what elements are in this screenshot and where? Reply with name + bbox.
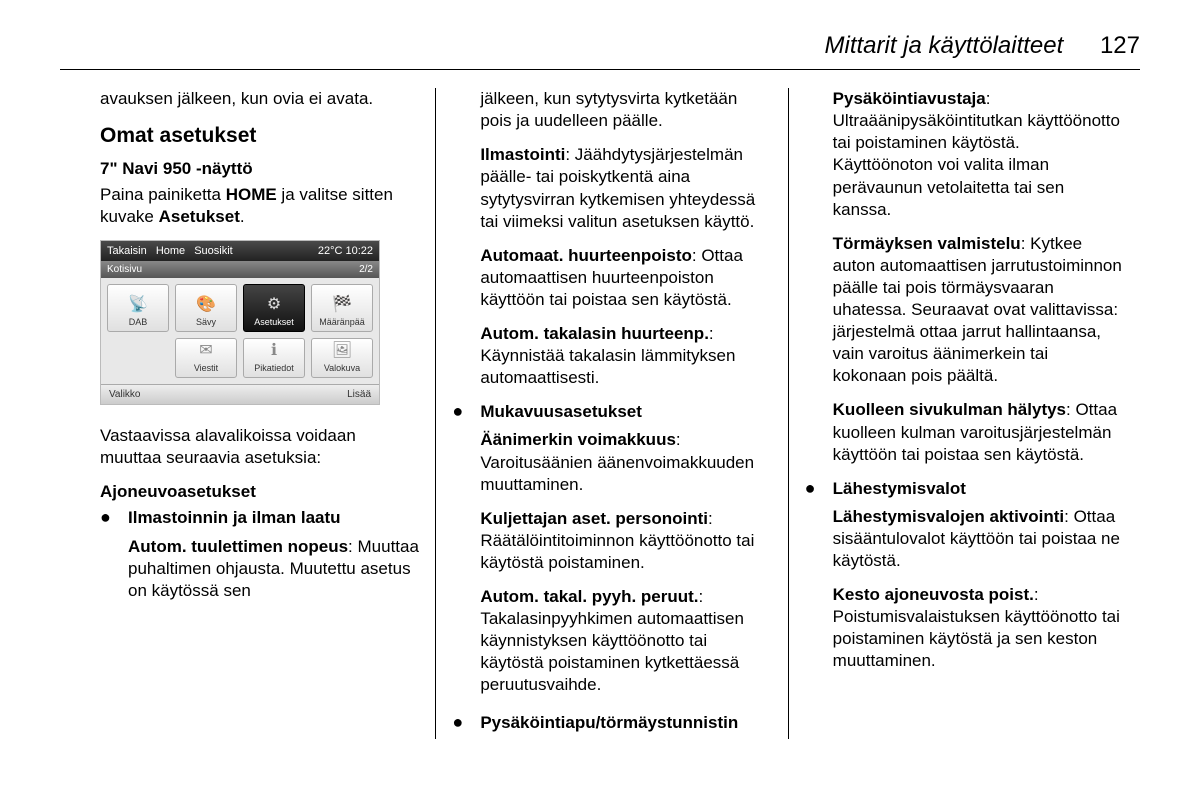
b1-sub-bold: Autom. tuulettimen nopeus [128, 537, 348, 556]
col3-bullet-1: ● Lähestymisvalot Lähestymisvalojen akti… [805, 478, 1124, 685]
c3-p4b: Lähestymisvalojen aktivointi [833, 507, 1064, 526]
intro-aset: Asetukset [159, 207, 240, 226]
intro-a: Paina painiketta [100, 185, 226, 204]
col2-bullet-3: ● Pysäköintiapu/törmäystunnistin [452, 712, 771, 734]
c3-p5b: Kesto ajoneuvosta poist. [833, 585, 1034, 604]
photo-icon: 🖼 [332, 341, 352, 362]
b3-title: Pysäköintiapu/törmäystunnistin [480, 712, 771, 734]
tile-dab-label: DAB [129, 317, 148, 329]
col1-h1: Omat asetukset [100, 122, 419, 149]
col1-h2: 7" Navi 950 -näyttö [100, 158, 419, 180]
info-icon: ℹ [271, 341, 277, 362]
gear-icon: ⚙ [267, 295, 281, 316]
bullet-icon: ● [100, 507, 128, 601]
c2-p4b: Äänimerkin voimakkuus [480, 430, 676, 449]
c2-p1: Ilmastointi: Jäähdytysjärjestelmän pääll… [480, 144, 771, 232]
c3-p2t: : Kytkee auton automaattisen jarrutustoi… [833, 234, 1122, 386]
page-header: Mittarit ja käyttölaitteet 127 [60, 30, 1140, 70]
tile-viestit: ✉Viestit [175, 338, 237, 378]
col1-intro: Paina painiketta HOME ja valitse sitten … [100, 184, 419, 228]
topbar-left: Takaisin Home Suosikit [107, 244, 239, 258]
tile-asetukset: ⚙Asetukset [243, 284, 305, 332]
bot-left: Valikko [109, 388, 141, 401]
topbar-back: Takaisin [107, 245, 147, 257]
bullet-2-content: Mukavuusasetukset Äänimerkin voimakkuus:… [480, 401, 771, 708]
b1-sub: Autom. tuulettimen nopeus: Muuttaa puhal… [128, 536, 419, 602]
c2-p2: Automaat. huurteenpoisto: Ottaa automaat… [480, 245, 771, 311]
c3-p4: Lähestymisvalojen aktivointi: Ottaa sisä… [833, 506, 1124, 572]
bullet-icon: ● [452, 401, 480, 708]
screenshot-topbar: Takaisin Home Suosikit 22°C 10:22 [101, 241, 379, 261]
intro-c: . [240, 207, 245, 226]
col2-cont: jälkeen, kun sytytysvirta kytketään pois… [480, 88, 771, 132]
tile-dest: 🏁Määränpää [311, 284, 373, 332]
subbar-left: Kotisivu [107, 263, 142, 276]
c3-bullet-1-content: Lähestymisvalot Lähestymisvalojen aktivo… [833, 478, 1124, 685]
topbar-fav: Suosikit [194, 245, 233, 257]
tile-dest-label: Määränpää [319, 317, 365, 329]
column-1: avauksen jälkeen, kun ovia ei avata. Oma… [60, 88, 435, 738]
col1-bullet-1: ● Ilmastoinnin ja ilman laatu Autom. tuu… [100, 507, 419, 601]
c3-p1: Pysäköintiavustaja: Ultraäänipysäköintit… [833, 88, 1124, 221]
bullet-1-content: Ilmastoinnin ja ilman laatu Autom. tuule… [128, 507, 419, 601]
col2-bullet-2: ● Mukavuusasetukset Äänimerkin voimakkuu… [452, 401, 771, 708]
screenshot-bottombar: Valikko Lisää [101, 384, 379, 404]
tile-valo: 🖼Valokuva [311, 338, 373, 378]
column-3: Pysäköintiavustaja: Ultraäänipysäköintit… [788, 88, 1140, 738]
tile-savy-label: Sävy [196, 317, 216, 329]
b2-title: Mukavuusasetukset [480, 401, 771, 423]
col2-indent: jälkeen, kun sytytysvirta kytketään pois… [480, 88, 771, 389]
c3-p2: Törmäyksen valmistelu: Kytkee auton auto… [833, 233, 1124, 388]
c2-p5b: Kuljettajan aset. personointi [480, 509, 708, 528]
tile-valo-label: Valokuva [324, 363, 360, 375]
content-columns: avauksen jälkeen, kun ovia ei avata. Oma… [60, 88, 1140, 738]
c3-p5: Kesto ajoneuvosta poist.: Poistumisvalai… [833, 584, 1124, 672]
mail-icon: ✉ [199, 341, 212, 362]
tile-pika: ℹPikatiedot [243, 338, 305, 378]
c2-p3b: Autom. takalasin huurteenp. [480, 324, 709, 343]
bot-right: Lisää [347, 388, 371, 401]
topbar-home: Home [156, 245, 185, 257]
c2-p4: Äänimerkin voimakkuus: Varoitusäänien ää… [480, 429, 771, 495]
tile-dab: 📡DAB [107, 284, 169, 332]
tile-asetukset-label: Asetukset [254, 317, 294, 329]
c2-p6b: Autom. takal. pyyh. peruut. [480, 587, 698, 606]
c2-p2b: Automaat. huurteenpoisto [480, 246, 692, 265]
c3-p2b: Törmäyksen valmistelu [833, 234, 1021, 253]
tile-pika-label: Pikatiedot [254, 363, 294, 375]
header-title: Mittarit ja käyttölaitteet [825, 32, 1064, 59]
c3-b1-title: Lähestymisvalot [833, 478, 1124, 500]
c2-p6: Autom. takal. pyyh. peruut.: Takalasinpy… [480, 586, 771, 696]
screenshot-grid: 📡DAB 🎨Sävy ⚙Asetukset 🏁Määränpää ✉Viesti… [101, 278, 379, 384]
c2-p1b: Ilmastointi [480, 145, 565, 164]
page-number: 127 [1100, 32, 1140, 59]
col1-after: Vastaavissa alavalikoissa voidaan muutta… [100, 425, 419, 469]
b1-title: Ilmastoinnin ja ilman laatu [128, 507, 419, 529]
c3-p3: Kuolleen sivukulman hälytys: Ottaa kuoll… [833, 399, 1124, 465]
col3-indent: Pysäköintiavustaja: Ultraäänipysäköintit… [833, 88, 1124, 466]
infotainment-screenshot: Takaisin Home Suosikit 22°C 10:22 Kotisi… [100, 240, 380, 405]
c2-p3: Autom. takalasin huurteenp.: Käynnistää … [480, 323, 771, 389]
col1-sec-title: Ajoneuvoasetukset [100, 481, 419, 503]
tone-icon: 🎨 [196, 295, 216, 316]
intro-home: HOME [226, 185, 277, 204]
bullet-icon: ● [452, 712, 480, 734]
dab-icon: 📡 [128, 295, 148, 316]
subbar-right: 2/2 [359, 263, 373, 276]
c3-p3b: Kuolleen sivukulman hälytys [833, 400, 1066, 419]
tile-viestit-label: Viestit [194, 363, 218, 375]
c3-p1t: : Ultraäänipysäköintitutkan käyttöönotto… [833, 89, 1120, 218]
tile-savy: 🎨Sävy [175, 284, 237, 332]
c2-p5: Kuljettajan aset. personointi: Räätälöin… [480, 508, 771, 574]
topbar-right: 22°C 10:22 [318, 244, 373, 258]
screenshot-row2: ✉Viestit ℹPikatiedot 🖼Valokuva [107, 338, 373, 378]
flag-icon: 🏁 [332, 295, 352, 316]
c3-p1b: Pysäköintiavustaja [833, 89, 986, 108]
screenshot-subbar: Kotisivu 2/2 [101, 261, 379, 278]
column-2: jälkeen, kun sytytysvirta kytketään pois… [435, 88, 787, 738]
bullet-icon: ● [805, 478, 833, 685]
col1-lead: avauksen jälkeen, kun ovia ei avata. [100, 88, 419, 110]
